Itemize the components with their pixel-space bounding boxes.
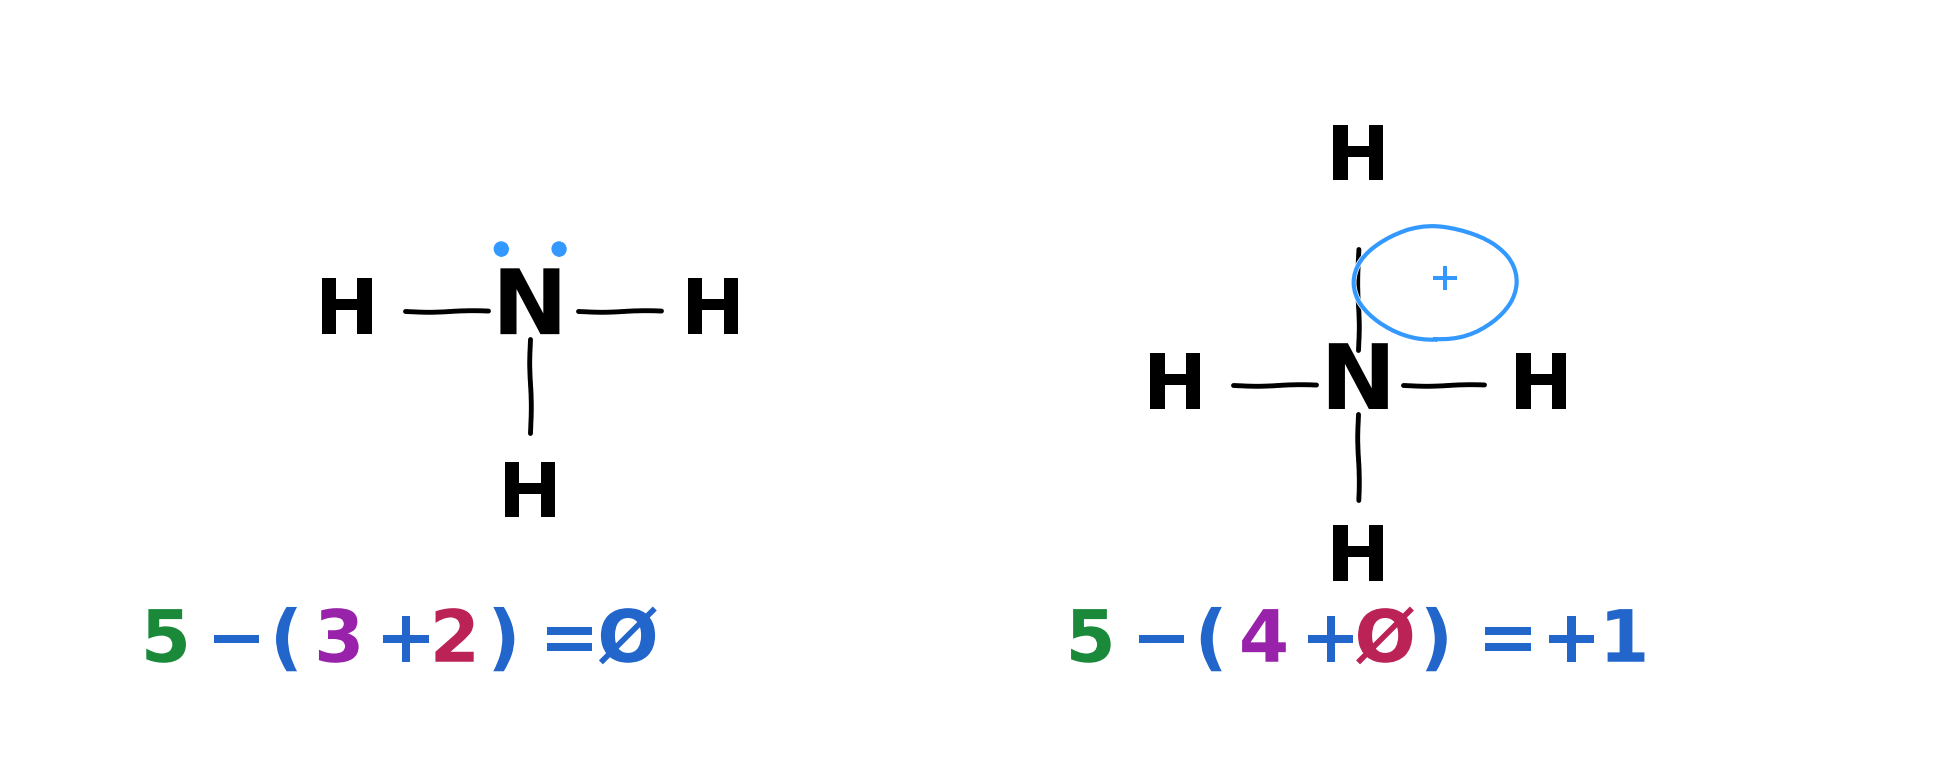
Text: −: − xyxy=(1131,607,1191,677)
Text: (: ( xyxy=(270,607,304,677)
Text: H: H xyxy=(1144,351,1207,425)
Text: =: = xyxy=(1477,607,1537,677)
Text: H: H xyxy=(681,276,745,350)
Text: +: + xyxy=(1428,260,1461,298)
Text: H: H xyxy=(1510,351,1572,425)
Text: 5: 5 xyxy=(140,607,191,677)
Text: 3: 3 xyxy=(313,607,364,677)
Text: 2: 2 xyxy=(430,607,481,677)
Text: ): ) xyxy=(488,607,522,677)
Text: H: H xyxy=(498,459,562,533)
Text: 1: 1 xyxy=(1600,607,1650,677)
Text: (: ( xyxy=(1195,607,1228,677)
Text: +: + xyxy=(1300,607,1360,677)
Text: 4: 4 xyxy=(1240,607,1290,677)
Text: H: H xyxy=(1327,122,1389,197)
Text: Ø: Ø xyxy=(597,607,658,677)
Text: 5: 5 xyxy=(1066,607,1115,677)
Text: H: H xyxy=(315,276,379,350)
Text: N: N xyxy=(492,265,568,353)
Text: +: + xyxy=(1541,607,1602,677)
Text: Ø: Ø xyxy=(1354,607,1417,677)
Text: ): ) xyxy=(1421,607,1454,677)
Text: −: − xyxy=(206,607,267,677)
Text: N: N xyxy=(1321,340,1395,428)
Text: H: H xyxy=(1327,523,1389,597)
Text: =: = xyxy=(539,607,599,677)
Text: +: + xyxy=(376,607,436,677)
